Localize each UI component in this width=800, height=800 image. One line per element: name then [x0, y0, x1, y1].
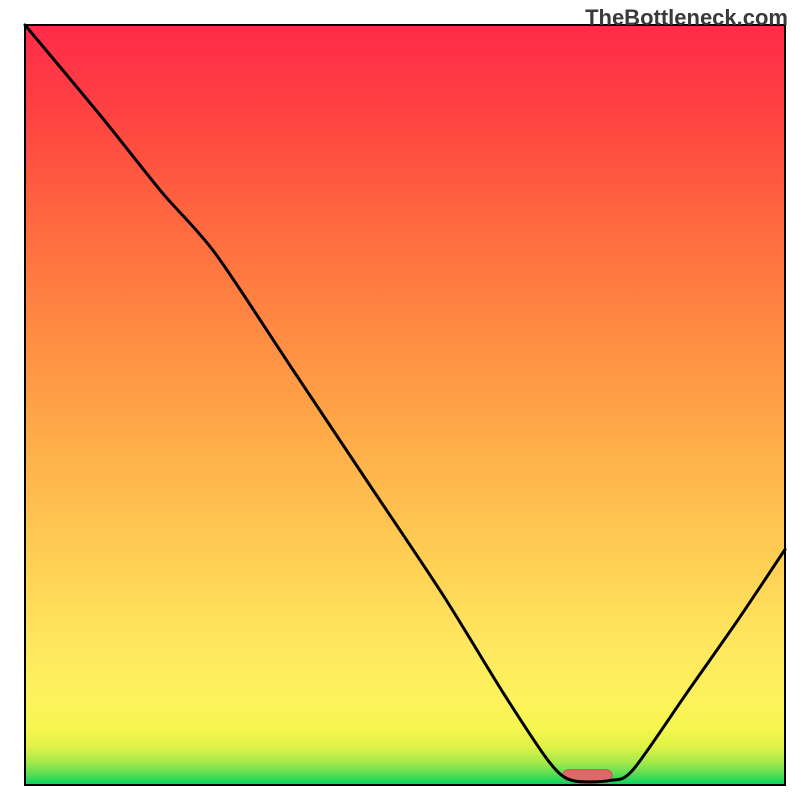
gradient-background	[25, 25, 785, 785]
watermark-text: TheBottleneck.com	[585, 5, 788, 31]
bottleneck-chart	[0, 0, 800, 800]
chart-container: TheBottleneck.com	[0, 0, 800, 800]
